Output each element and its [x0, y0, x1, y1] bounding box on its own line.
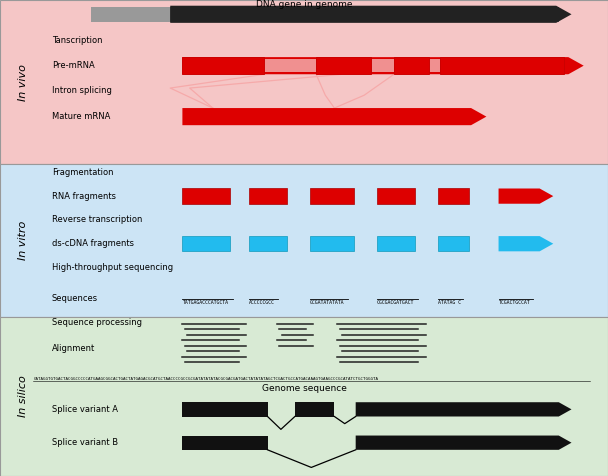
- Bar: [170, 7, 559, 22]
- Polygon shape: [356, 436, 572, 450]
- Bar: [182, 188, 230, 204]
- Bar: [438, 188, 469, 204]
- Text: Fragmentation: Fragmentation: [52, 168, 113, 177]
- Bar: [182, 436, 268, 450]
- Bar: [394, 57, 429, 74]
- Text: Mature mRNA: Mature mRNA: [52, 112, 110, 121]
- Bar: [429, 59, 440, 72]
- Bar: [440, 57, 564, 74]
- Bar: [371, 59, 394, 72]
- Text: High-throughput sequencing: High-throughput sequencing: [52, 263, 173, 272]
- Text: In vitro: In vitro: [18, 221, 28, 260]
- Text: ACCCCCGCC: ACCCCCGCC: [249, 300, 275, 305]
- Polygon shape: [499, 188, 553, 204]
- Text: Splice variant B: Splice variant B: [52, 438, 118, 447]
- Text: Tanscription: Tanscription: [52, 36, 102, 45]
- Bar: [91, 7, 559, 22]
- Bar: [182, 236, 230, 251]
- Text: Splice variant A: Splice variant A: [52, 405, 118, 414]
- Text: GCGATATATATA: GCGATATATATA: [310, 300, 345, 305]
- Text: In vivo: In vivo: [18, 64, 28, 100]
- Polygon shape: [182, 57, 584, 74]
- Polygon shape: [499, 236, 553, 251]
- Text: DNA gene in genome: DNA gene in genome: [256, 0, 352, 9]
- Polygon shape: [356, 402, 572, 416]
- Polygon shape: [182, 108, 486, 125]
- Bar: [249, 236, 287, 251]
- Text: Reverse transcription: Reverse transcription: [52, 216, 142, 224]
- Text: CGCGACGATGACT: CGCGACGATGACT: [377, 300, 414, 305]
- Bar: [438, 236, 469, 251]
- Bar: [377, 188, 415, 204]
- Text: ATATAG C: ATATAG C: [438, 300, 461, 305]
- Polygon shape: [170, 6, 572, 23]
- Text: RNA fragments: RNA fragments: [52, 192, 116, 200]
- Text: ds-cDNA fragments: ds-cDNA fragments: [52, 239, 134, 248]
- Bar: [264, 59, 316, 72]
- Text: Sequences: Sequences: [52, 294, 98, 303]
- Bar: [249, 188, 287, 204]
- Bar: [295, 402, 334, 416]
- Text: GATAGGTGTGACTACGGCCCCCATGAAGCGGCACTGACTATGAGACGCATGCTAACCCCGCCGCGATATATATACGCGAC: GATAGGTGTGACTACGGCCCCCATGAAGCGGCACTGACTA…: [33, 377, 378, 381]
- Text: TCGACTGCCAT: TCGACTGCCAT: [499, 300, 530, 305]
- Text: Intron splicing: Intron splicing: [52, 86, 111, 95]
- Text: TATGAGACCCATGCTA: TATGAGACCCATGCTA: [182, 300, 229, 305]
- Bar: [182, 57, 264, 74]
- Text: Alignment: Alignment: [52, 344, 95, 353]
- Bar: [182, 402, 268, 416]
- Bar: [316, 57, 371, 74]
- Text: Genome sequence: Genome sequence: [261, 385, 347, 393]
- Text: Sequence processing: Sequence processing: [52, 318, 142, 327]
- Text: In silico: In silico: [18, 376, 28, 417]
- Bar: [0, 0, 608, 164]
- Text: Pre-mRNA: Pre-mRNA: [52, 61, 94, 70]
- Bar: [377, 236, 415, 251]
- Bar: [310, 236, 354, 251]
- Bar: [0, 164, 608, 317]
- Bar: [0, 317, 608, 476]
- Bar: [310, 188, 354, 204]
